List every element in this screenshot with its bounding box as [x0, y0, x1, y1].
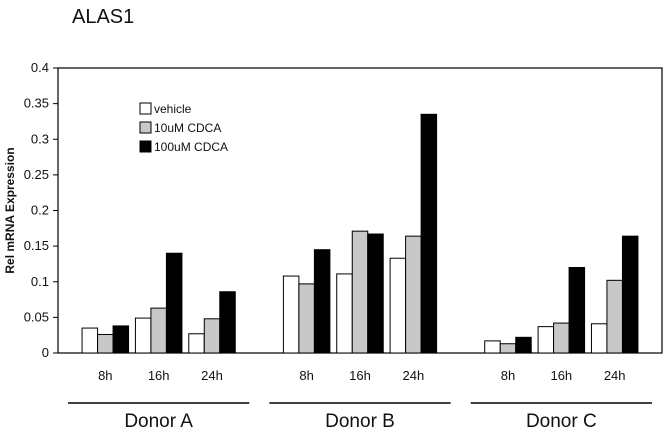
legend-swatch [139, 102, 152, 115]
legend-swatch [139, 140, 152, 153]
y-tick-label: 0.1 [31, 274, 49, 289]
group-label: Donor B [325, 411, 395, 432]
y-tick-label: 0.15 [24, 238, 49, 253]
bar [81, 327, 99, 354]
x-tick-label: 16h [148, 368, 170, 383]
bar [298, 283, 315, 354]
bar [336, 273, 353, 354]
bar [621, 235, 639, 354]
x-tick-label: 24h [604, 368, 626, 383]
y-tick-label: 0.25 [24, 167, 49, 182]
bar [203, 318, 221, 354]
x-tick-label: 8h [299, 368, 313, 383]
bar [351, 230, 369, 354]
y-tick-label: 0 [42, 345, 49, 360]
x-tick-label: 24h [403, 368, 425, 383]
x-tick-label: 16h [349, 368, 371, 383]
x-tick-label: 16h [550, 368, 572, 383]
bar [484, 340, 501, 354]
bar [389, 257, 407, 354]
group-label: Donor A [124, 411, 193, 432]
legend-swatch [139, 121, 152, 134]
bar [515, 336, 532, 354]
bar [590, 323, 608, 354]
y-tick-label: 0.35 [24, 96, 49, 111]
legend-label: 10uM CDCA [154, 121, 221, 135]
bar [112, 325, 130, 354]
bar [97, 333, 114, 354]
y-axis-label: Rel mRNA Expression [3, 147, 17, 273]
y-tick-label: 0.05 [24, 309, 49, 324]
chart-title: ALAS1 [72, 6, 135, 28]
group-label: Donor C [526, 411, 597, 432]
bar [553, 322, 570, 354]
bar [537, 326, 555, 354]
bar [313, 249, 331, 354]
bar [134, 317, 152, 354]
bar [282, 275, 300, 354]
bar [568, 267, 586, 354]
legend-label: vehicle [154, 102, 192, 116]
y-tick-label: 0.3 [31, 131, 49, 146]
bar [499, 343, 517, 354]
legend-label: 100uM CDCA [154, 140, 228, 154]
x-tick-label: 8h [501, 368, 515, 383]
y-tick-label: 0.4 [31, 60, 49, 75]
bar [165, 252, 183, 354]
bar [405, 235, 422, 354]
x-tick-label: 24h [201, 368, 223, 383]
bar [420, 113, 438, 354]
x-tick-label: 8h [98, 368, 112, 383]
bar [219, 291, 236, 354]
bar [367, 233, 384, 354]
bar [188, 333, 205, 354]
bar [606, 279, 623, 354]
y-tick-label: 0.2 [31, 203, 49, 218]
bar [150, 307, 167, 354]
